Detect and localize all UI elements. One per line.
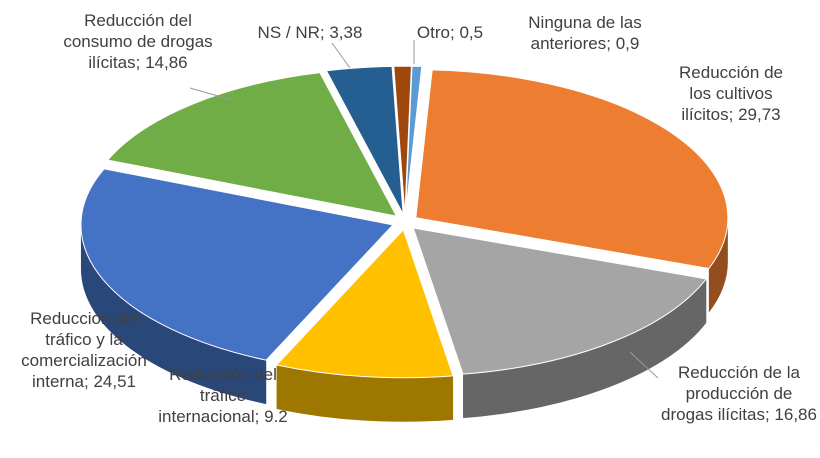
value-label: 9.2 — [264, 407, 288, 426]
slice — [80, 168, 394, 361]
slice — [275, 228, 454, 379]
data-label: Reducción de los cultivos ilícitos; 29,7… — [666, 62, 796, 125]
category: Reducción del tráfico internacional — [158, 365, 277, 426]
slice — [393, 65, 412, 215]
data-label: NS / NR; 3,38 — [240, 22, 380, 43]
category: Reducción del consumo de drogas ilícitas — [63, 11, 213, 72]
slice-side — [708, 217, 728, 313]
value-label: 16,86 — [774, 405, 817, 424]
value-label: 0,9 — [615, 34, 640, 53]
category: NS / NR — [257, 23, 320, 42]
separator: ; — [606, 34, 616, 53]
data-label: Ninguna de las anteriores; 0,9 — [510, 12, 660, 54]
slice-side — [276, 364, 454, 422]
slice-side — [80, 224, 267, 405]
separator: ; — [135, 53, 146, 72]
value-label: 0,5 — [459, 23, 484, 42]
value-label: 29,73 — [738, 105, 781, 124]
slice-side — [463, 278, 707, 419]
data-label: Reducción del tráfico y la comercializac… — [10, 308, 158, 392]
slice — [106, 72, 398, 217]
data-label: Otro; 0,5 — [405, 22, 495, 43]
leader-line — [189, 87, 233, 101]
category: Reducción del tráfico y la comercializac… — [21, 309, 147, 391]
value-label: 14,86 — [145, 53, 188, 72]
separator: ; — [449, 23, 460, 42]
category: Otro — [416, 23, 450, 42]
data-label: Reducción de la producción de drogas ilí… — [660, 362, 818, 425]
slice — [415, 69, 729, 270]
leader-line — [331, 42, 351, 69]
data-label: Reducción del consumo de drogas ilícitas… — [58, 10, 218, 73]
category: Reducción de la producción de drogas ilí… — [661, 363, 800, 424]
value-label: 3,38 — [329, 23, 363, 42]
data-label: Reducción del tráfico internacional; 9.2 — [158, 364, 288, 427]
slice — [325, 65, 404, 215]
slice — [404, 65, 423, 215]
category: Reducción de los cultivos ilícitos — [679, 63, 783, 124]
separator: ; — [764, 405, 775, 424]
separator: ; — [319, 23, 330, 42]
value-label: 24,51 — [93, 372, 136, 391]
separator: ; — [83, 372, 94, 391]
separator: ; — [254, 407, 265, 426]
category: Ninguna de las anteriores — [528, 13, 642, 53]
slice — [412, 227, 708, 375]
separator: ; — [728, 105, 739, 124]
leader-line — [629, 351, 659, 379]
